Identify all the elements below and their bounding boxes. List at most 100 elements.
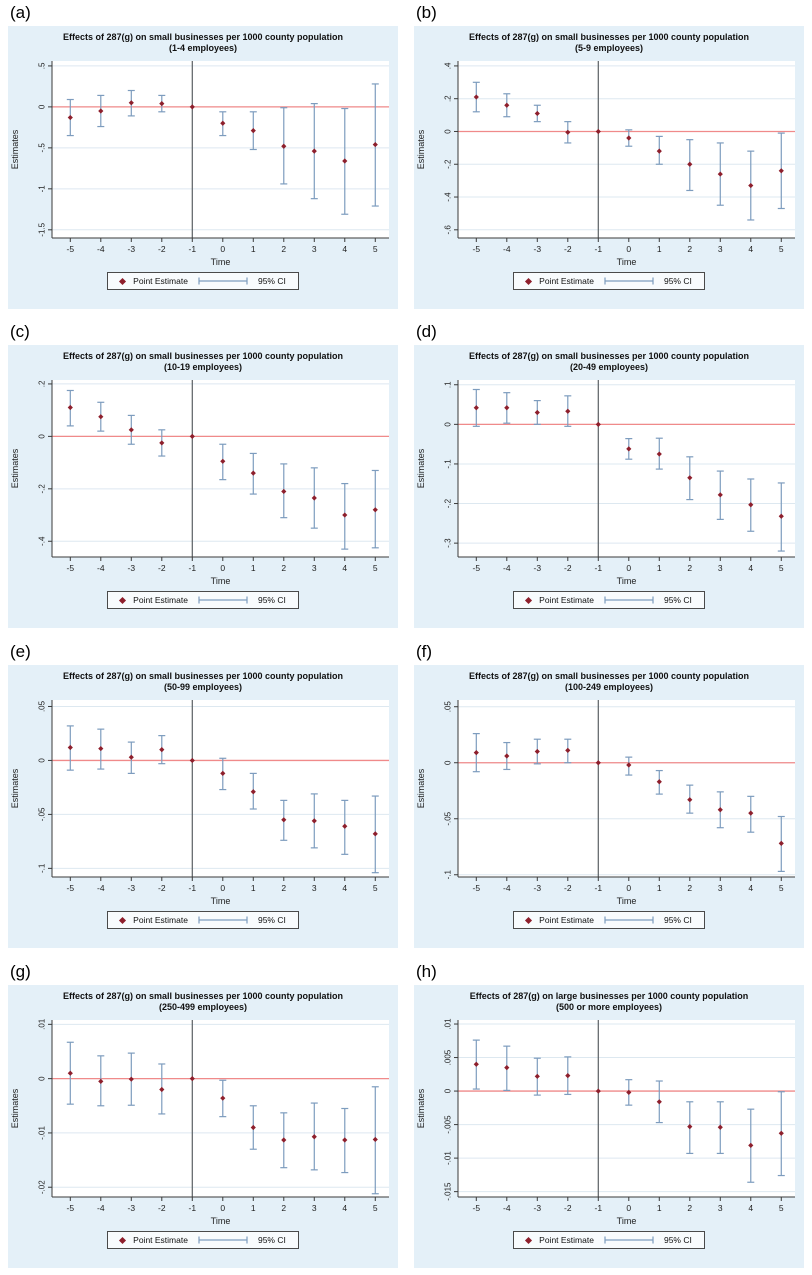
- legend-ci-label: 95% CI: [257, 1235, 286, 1245]
- legend-ci-label: 95% CI: [663, 915, 692, 925]
- chart-title: Effects of 287(g) on small businesses pe…: [414, 32, 804, 54]
- chart-title: Effects of 287(g) on large businesses pe…: [414, 991, 804, 1013]
- panel-c: (c) Effects of 287(g) on small businesse…: [0, 310, 406, 630]
- svg-text:-4: -4: [503, 563, 511, 573]
- ci-line-icon: [604, 277, 654, 285]
- svg-text:3: 3: [718, 244, 723, 254]
- ci-line-icon: [198, 916, 248, 924]
- svg-text:4: 4: [342, 1203, 347, 1213]
- panel-b: (b) Effects of 287(g) on small businesse…: [406, 0, 812, 310]
- panel-letter: (e): [10, 642, 31, 661]
- svg-text:4: 4: [342, 563, 347, 573]
- svg-text:-2: -2: [564, 563, 572, 573]
- legend-ci-label: 95% CI: [257, 915, 286, 925]
- point-estimate-marker-icon: [525, 596, 533, 604]
- svg-text:0: 0: [38, 434, 47, 439]
- legend-ci-label: 95% CI: [663, 595, 692, 605]
- svg-text:4: 4: [342, 244, 347, 254]
- chart-title-line1: Effects of 287(g) on large businesses pe…: [469, 991, 749, 1001]
- chart-title-line1: Effects of 287(g) on small businesses pe…: [468, 351, 750, 361]
- chart-title: Effects of 287(g) on small businesses pe…: [8, 991, 398, 1013]
- svg-text:2: 2: [687, 1203, 692, 1213]
- chart-title: Effects of 287(g) on small businesses pe…: [8, 32, 398, 54]
- point-estimate-marker-icon: [525, 916, 533, 924]
- chart-title-line2: (20-49 employees): [569, 362, 649, 372]
- svg-text:-.05: -.05: [38, 807, 47, 821]
- svg-text:-5: -5: [67, 563, 75, 573]
- svg-text:1: 1: [657, 563, 662, 573]
- point-estimate-marker-icon: [525, 277, 533, 285]
- legend-point-estimate-label: Point Estimate: [539, 595, 594, 605]
- svg-text:Time: Time: [617, 257, 637, 267]
- chart-title: Effects of 287(g) on small businesses pe…: [414, 351, 804, 373]
- legend-point-estimate-label: Point Estimate: [133, 595, 188, 605]
- panel-letter: (c): [10, 322, 30, 341]
- svg-text:.2: .2: [444, 95, 453, 102]
- svg-text:-.3: -.3: [444, 538, 453, 548]
- svg-text:-4: -4: [97, 563, 105, 573]
- svg-text:5: 5: [373, 883, 378, 893]
- chart-title-line2: (250-499 employees): [158, 1002, 248, 1012]
- svg-text:-2: -2: [158, 883, 166, 893]
- svg-text:-2: -2: [158, 1203, 166, 1213]
- svg-text:0: 0: [626, 244, 631, 254]
- chart-title-line1: Effects of 287(g) on small businesses pe…: [468, 671, 750, 681]
- svg-text:-2: -2: [564, 1203, 572, 1213]
- svg-text:4: 4: [748, 563, 753, 573]
- legend: Point Estimate 95% CI: [513, 591, 705, 609]
- svg-text:3: 3: [718, 563, 723, 573]
- svg-text:0: 0: [444, 129, 453, 134]
- svg-text:-.4: -.4: [444, 192, 453, 202]
- svg-text:3: 3: [312, 883, 317, 893]
- chart-title-line2: (100-249 employees): [564, 682, 654, 692]
- legend: Point Estimate 95% CI: [107, 591, 299, 609]
- ci-line-icon: [198, 596, 248, 604]
- svg-text:-.5: -.5: [38, 143, 47, 153]
- event-study-plot: .4 .2 0 -.2 -.4 -.6 -5 -4 -3 -2 -1 0 1 2 3 4 5 Time Estima…: [416, 61, 795, 267]
- svg-text:-5: -5: [473, 563, 481, 573]
- svg-text:.005: .005: [444, 1049, 453, 1065]
- panel-d: (d) Effects of 287(g) on small businesse…: [406, 310, 812, 630]
- svg-text:.01: .01: [444, 1018, 453, 1030]
- svg-text:Time: Time: [211, 1216, 231, 1226]
- panel-letter: (f): [416, 642, 433, 661]
- point-estimate-marker-icon: [119, 277, 127, 285]
- svg-text:2: 2: [281, 883, 286, 893]
- svg-text:-.1: -.1: [38, 863, 47, 873]
- ci-line-icon: [604, 916, 654, 924]
- ci-line-icon: [198, 277, 248, 285]
- svg-text:-.01: -.01: [38, 1125, 47, 1139]
- svg-text:0: 0: [220, 563, 225, 573]
- panel-letter: (b): [416, 3, 437, 22]
- svg-text:Estimates: Estimates: [10, 1088, 20, 1128]
- svg-text:0: 0: [38, 104, 47, 109]
- svg-text:-1: -1: [189, 244, 197, 254]
- chart-title-line2: (5-9 employees): [574, 43, 644, 53]
- svg-text:0: 0: [220, 883, 225, 893]
- svg-text:Estimates: Estimates: [416, 129, 426, 169]
- svg-text:0: 0: [38, 1076, 47, 1081]
- svg-text:Time: Time: [211, 576, 231, 586]
- figure-e: Effects of 287(g) on small businesses pe…: [8, 665, 398, 948]
- svg-text:.4: .4: [444, 62, 453, 69]
- svg-text:-.1: -.1: [444, 870, 453, 880]
- svg-text:Time: Time: [617, 896, 637, 906]
- svg-text:.1: .1: [444, 381, 453, 388]
- svg-text:Estimates: Estimates: [10, 768, 20, 808]
- legend-point-estimate-label: Point Estimate: [539, 276, 594, 286]
- legend-ci-label: 95% CI: [257, 276, 286, 286]
- svg-text:-3: -3: [128, 1203, 136, 1213]
- svg-text:-3: -3: [128, 563, 136, 573]
- svg-text:-1: -1: [189, 563, 197, 573]
- svg-text:-2: -2: [158, 563, 166, 573]
- svg-text:2: 2: [281, 1203, 286, 1213]
- svg-text:5: 5: [779, 1203, 784, 1213]
- legend: Point Estimate 95% CI: [107, 1231, 299, 1249]
- svg-text:-3: -3: [128, 883, 136, 893]
- svg-text:4: 4: [342, 883, 347, 893]
- svg-text:-2: -2: [564, 883, 572, 893]
- panel-letter: (d): [416, 322, 437, 341]
- event-study-plot: .05 0 -.05 -.1 -5 -4 -3 -2 -1 0 1 2 3 4 5 Time Estimates: [10, 700, 389, 906]
- chart-title-line1: Effects of 287(g) on small businesses pe…: [468, 32, 750, 42]
- svg-text:-3: -3: [534, 563, 542, 573]
